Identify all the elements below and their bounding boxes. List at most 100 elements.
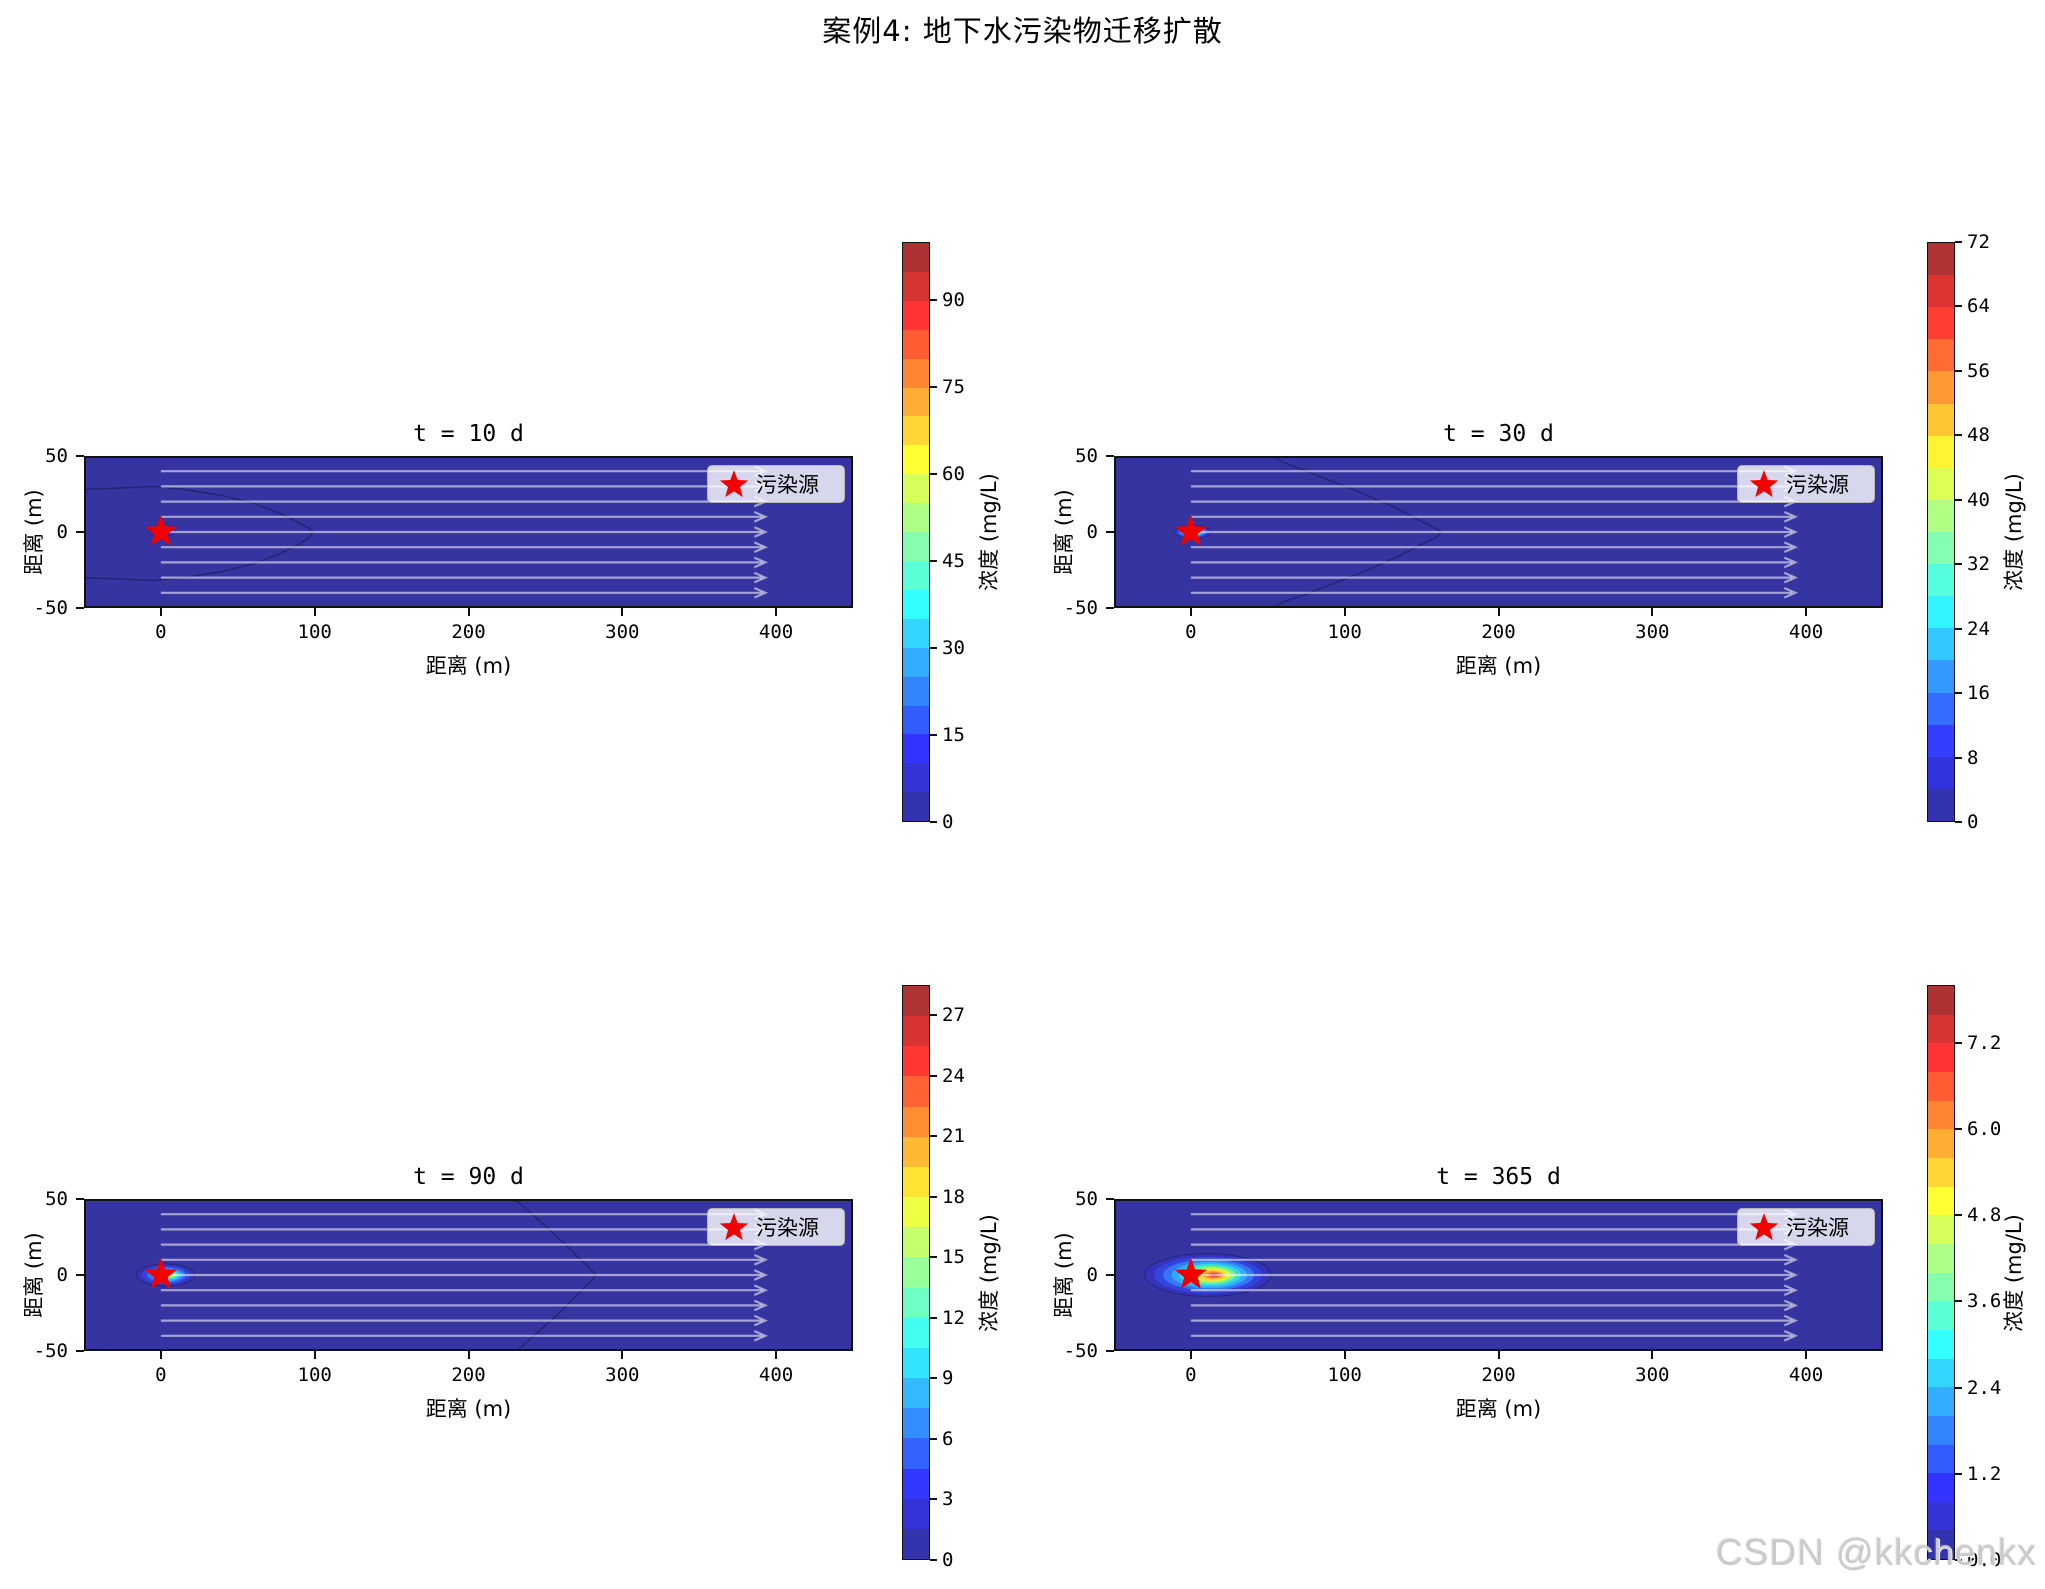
- x-tick-label: 300: [1635, 1364, 1670, 1386]
- colorbar-tick-mark: [1955, 1559, 1962, 1561]
- colorbar-tick-label: 12: [942, 1306, 965, 1329]
- streamline-arrowhead-icon: [753, 541, 769, 554]
- colorbar-tick-mark: [1955, 692, 1962, 695]
- x-tick-label: 300: [605, 1364, 640, 1386]
- x-tick-mark: [621, 1351, 624, 1359]
- colorbar-segment: [903, 243, 929, 272]
- x-tick-mark: [1805, 1351, 1808, 1359]
- x-tick-label: 400: [1788, 1364, 1824, 1386]
- streamline-arrowhead-icon: [753, 571, 769, 584]
- y-tick-label: 50: [45, 1188, 68, 1210]
- colorbar-segment: [903, 1347, 929, 1379]
- pollution-source-star-icon: [144, 515, 178, 546]
- colorbar: [902, 985, 930, 1560]
- colorbar-segment: [903, 503, 929, 533]
- y-tick-mark: [76, 607, 84, 609]
- colorbar-segment: [1928, 1329, 1954, 1359]
- colorbar-tick-label: 15: [942, 724, 965, 746]
- streamline-arrowhead-icon: [753, 526, 769, 538]
- y-tick-label: -50: [33, 1340, 68, 1362]
- y-tick-mark: [76, 1274, 84, 1276]
- pollution-source-star-icon: [1749, 1213, 1779, 1241]
- colorbar-tick-mark: [1955, 821, 1962, 823]
- colorbar-segment: [1928, 531, 1954, 565]
- colorbar-tick-label: 4.8: [1967, 1204, 2002, 1226]
- star-glyph: [1749, 470, 1779, 498]
- colorbar-segment: [1928, 1444, 1954, 1474]
- colorbar-tick-mark: [930, 299, 937, 301]
- colorbar-segment: [903, 329, 929, 359]
- x-tick-label: 100: [297, 621, 332, 643]
- colorbar-segment: [1928, 660, 1954, 693]
- colorbar-tick-label: 3: [942, 1488, 954, 1511]
- colorbar-tick-mark: [930, 1377, 937, 1380]
- y-tick-label: -50: [33, 597, 68, 619]
- x-tick-mark: [1343, 608, 1346, 616]
- colorbar-segment: [1928, 275, 1954, 308]
- colorbar-segment: [903, 1468, 929, 1499]
- colorbar-tick-label: 60: [942, 463, 965, 485]
- x-tick-label: 300: [605, 621, 640, 643]
- colorbar-segment: [903, 705, 929, 735]
- colorbar-tick-mark: [1955, 1300, 1962, 1303]
- colorbar-segment: [903, 358, 929, 388]
- colorbar-segment: [903, 445, 929, 475]
- colorbar-tick-label: 3.6: [1967, 1290, 2002, 1313]
- colorbar-segment: [1928, 1501, 1954, 1531]
- x-tick-mark: [775, 608, 778, 616]
- streamline-arrowhead-icon: [1783, 1329, 1799, 1342]
- colorbar-segment: [903, 532, 929, 561]
- colorbar-segment: [903, 1257, 929, 1288]
- x-tick-label: 200: [1481, 1364, 1516, 1386]
- streamline-arrowhead-icon: [1783, 556, 1799, 569]
- colorbar-tick-mark: [1955, 369, 1962, 372]
- colorbar-tick-mark: [930, 1195, 937, 1198]
- streamline-arrowhead-icon: [753, 556, 769, 569]
- legend-box: 污染源: [1737, 1208, 1875, 1246]
- colorbar-tick-mark: [1955, 498, 1962, 501]
- y-tick-mark: [1106, 531, 1114, 533]
- colorbar-tick-label: 45: [942, 550, 965, 572]
- colorbar-segment: [1928, 628, 1954, 661]
- colorbar-segment: [903, 589, 929, 619]
- colorbar-segment: [903, 618, 929, 648]
- x-tick-mark: [1189, 1351, 1192, 1359]
- colorbar-tick-mark: [930, 821, 937, 823]
- colorbar-tick-mark: [1955, 1127, 1962, 1130]
- colorbar-segment: [1928, 1387, 1954, 1416]
- colorbar-tick-mark: [930, 1498, 937, 1501]
- y-tick-mark: [76, 1198, 84, 1200]
- colorbar-tick-label: 24: [942, 1064, 965, 1087]
- streamline-arrowhead-icon: [1783, 510, 1799, 523]
- colorbar-segment: [903, 560, 929, 590]
- colorbar-segment: [903, 1317, 929, 1348]
- streamline-arrowhead-icon: [753, 1329, 769, 1342]
- x-tick-label: 100: [297, 1364, 332, 1386]
- colorbar-segment: [1928, 1100, 1954, 1130]
- colorbar-segment: [1928, 339, 1954, 372]
- y-tick-mark: [76, 1350, 84, 1352]
- colorbar-tick-label: 2.4: [1967, 1376, 2002, 1399]
- colorbar-segment: [1928, 1473, 1954, 1502]
- x-tick-mark: [313, 608, 316, 616]
- legend-label: 污染源: [1786, 1216, 1849, 1240]
- colorbar-tick-mark: [1955, 434, 1962, 437]
- colorbar-segment: [1928, 724, 1954, 757]
- colorbar-segment: [1928, 1530, 1954, 1560]
- colorbar-tick-mark: [930, 1014, 937, 1017]
- streamline-arrowhead-icon: [1783, 526, 1799, 538]
- x-tick-mark: [1343, 1351, 1346, 1359]
- subplot-title: t = 30 d: [1443, 421, 1554, 447]
- colorbar-tick-label: 18: [942, 1185, 965, 1208]
- colorbar-tick-mark: [1955, 1214, 1962, 1216]
- y-tick-mark: [76, 455, 84, 457]
- x-tick-label: 400: [1788, 621, 1824, 643]
- y-tick-mark: [1106, 607, 1114, 609]
- subplot-title: t = 90 d: [413, 1164, 524, 1190]
- star-glyph: [1749, 1213, 1779, 1241]
- colorbar-segment: [1928, 1243, 1954, 1273]
- colorbar-segment: [1928, 371, 1954, 404]
- colorbar-tick-label: 27: [942, 1004, 965, 1027]
